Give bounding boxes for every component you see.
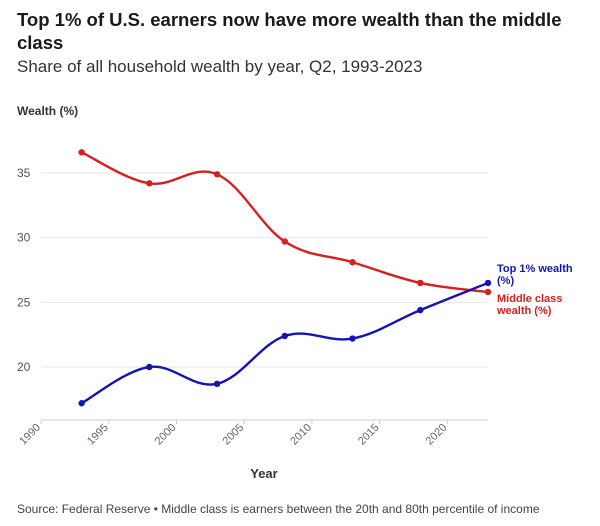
middle-class-point bbox=[213, 171, 221, 178]
top-1-percent-point bbox=[484, 279, 492, 287]
gridlines bbox=[41, 172, 488, 421]
x-tick-label: 2010 bbox=[288, 422, 314, 448]
middle-class-point bbox=[146, 180, 153, 187]
y-tick-label: 20 bbox=[17, 360, 31, 374]
top-1-percent-point bbox=[78, 400, 85, 407]
top-1-percent-point bbox=[213, 380, 221, 388]
series-lines bbox=[80, 151, 490, 405]
y-axis-ticks: 20 25 30 35 bbox=[17, 166, 31, 374]
middle-class-point bbox=[349, 259, 356, 266]
series-label: wealth (%) bbox=[496, 305, 552, 317]
chart-title: Top 1% of U.S. earners now have more wea… bbox=[17, 9, 562, 53]
series-points bbox=[78, 149, 492, 407]
middle-class-point bbox=[417, 279, 424, 287]
middle-class-point bbox=[78, 149, 85, 156]
series-label: Top 1% wealth bbox=[497, 263, 573, 275]
top-1-percent-point bbox=[281, 332, 289, 340]
y-tick-label: 30 bbox=[17, 231, 31, 245]
source-note: Source: Federal Reserve • Middle class i… bbox=[17, 502, 540, 516]
top-1-percent-point bbox=[349, 335, 356, 342]
x-tick-label: 2000 bbox=[153, 422, 179, 448]
top-1-percent-point bbox=[146, 363, 153, 371]
y-tick-label: 35 bbox=[17, 166, 31, 180]
y-tick-label: 25 bbox=[17, 295, 31, 309]
top-1-percent-line bbox=[80, 281, 490, 405]
x-axis-ticks: 1990 1995 2000 2005 2010 2015 2020 bbox=[17, 420, 449, 447]
middle-class-point bbox=[281, 238, 289, 245]
x-tick-label: 2015 bbox=[356, 422, 382, 448]
x-tick-label: 2020 bbox=[424, 422, 450, 448]
x-tick-label: 2005 bbox=[221, 422, 247, 448]
series-label: Middle class bbox=[497, 293, 562, 305]
series-label: (%) bbox=[497, 275, 514, 287]
y-axis-label: Wealth (%) bbox=[17, 104, 79, 118]
middle-class-point bbox=[484, 288, 492, 296]
chart-subtitle: Share of all household wealth by year, Q… bbox=[17, 57, 423, 76]
x-tick-label: 1995 bbox=[85, 422, 111, 448]
top-1-percent-point bbox=[417, 306, 424, 314]
x-axis-title: Year bbox=[250, 466, 277, 481]
x-tick-label: 1990 bbox=[17, 422, 43, 448]
